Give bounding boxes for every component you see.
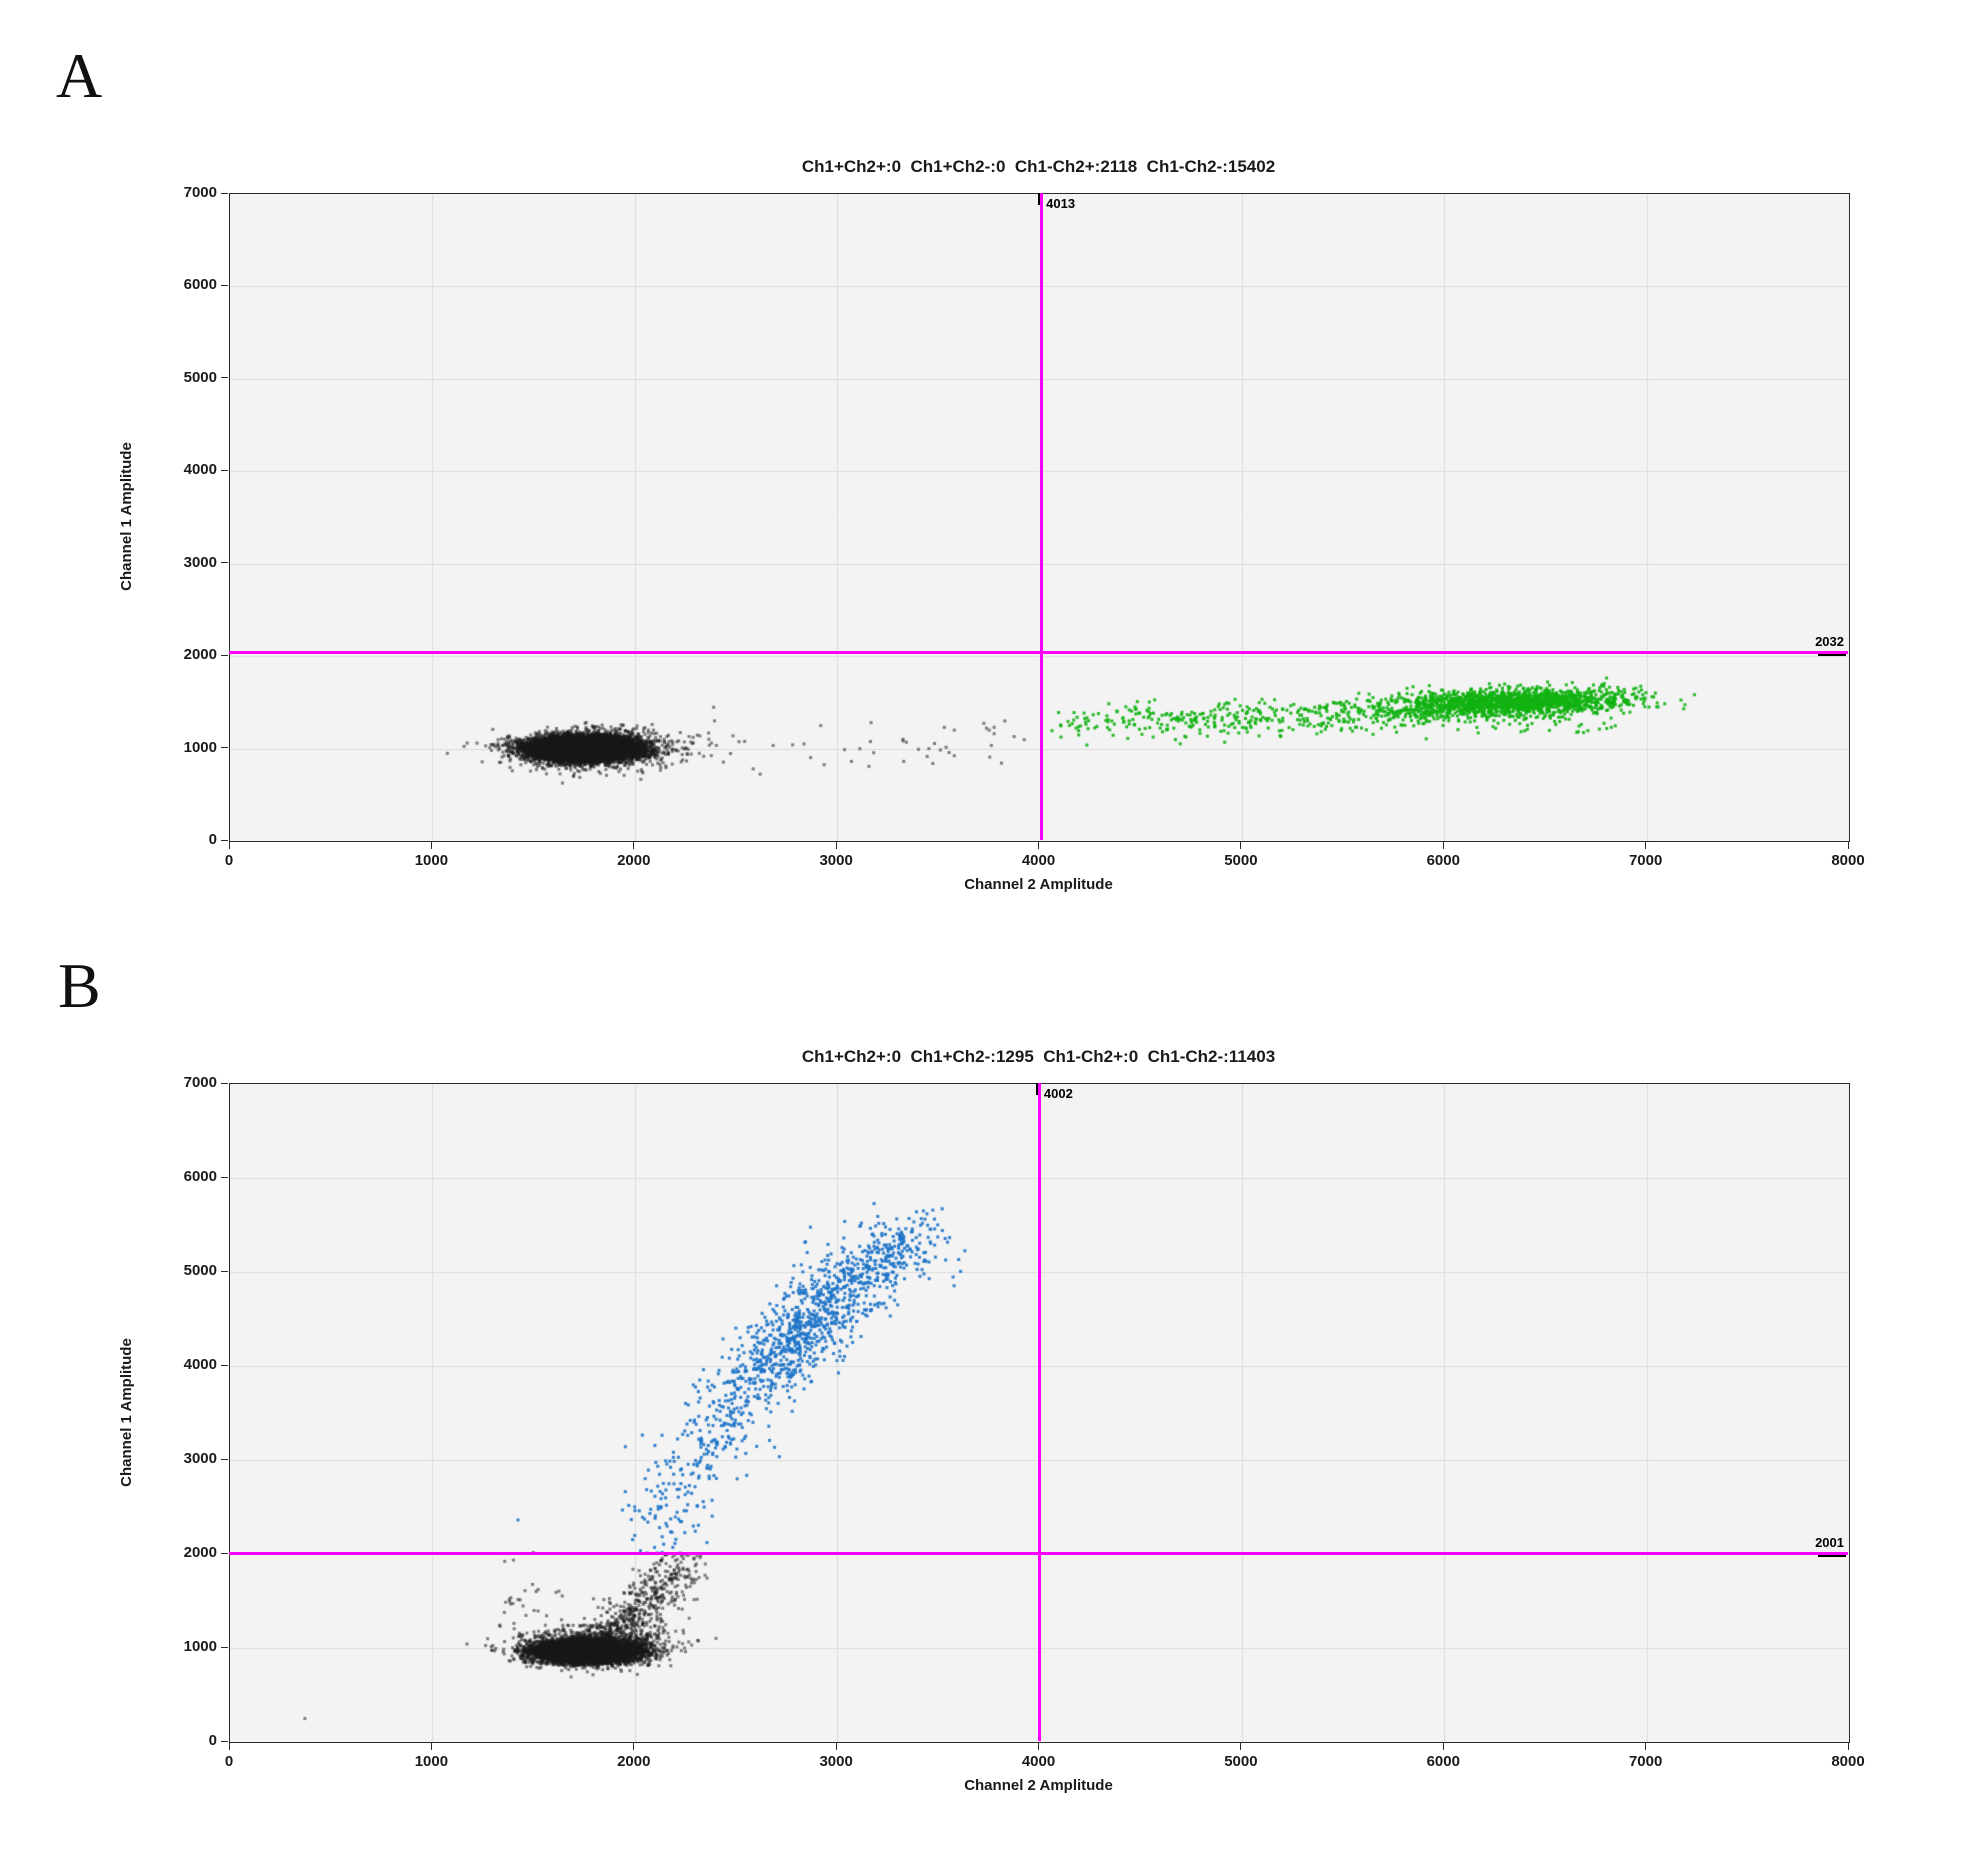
x-tick-label: 6000 bbox=[1426, 852, 1460, 869]
y-tick bbox=[221, 654, 228, 656]
chart-a-title: Ch1+Ch2+:0 Ch1+Ch2-:0 Ch1-Ch2+:2118 Ch1-… bbox=[801, 157, 1276, 176]
x-tick bbox=[1038, 1743, 1039, 1750]
y-tick bbox=[221, 1740, 228, 1742]
x-tick bbox=[1240, 842, 1242, 849]
x-tick-label: 2000 bbox=[617, 1753, 651, 1770]
y-tick bbox=[221, 747, 228, 749]
y-tick-label: 0 bbox=[208, 1732, 217, 1749]
ch1-threshold-handle[interactable] bbox=[1818, 654, 1846, 657]
y-tick-label: 5000 bbox=[183, 1262, 217, 1279]
y-tick-label: 2000 bbox=[183, 1544, 217, 1561]
y-tick bbox=[221, 1364, 228, 1366]
x-tick bbox=[430, 842, 432, 849]
ch2-threshold-value: 4013 bbox=[1046, 196, 1076, 211]
ch1-threshold-value: 2032 bbox=[1815, 634, 1844, 650]
y-tick-label: 0 bbox=[208, 831, 217, 848]
x-tick bbox=[633, 842, 635, 849]
x-tick bbox=[1847, 1743, 1849, 1750]
chart-b-title: Ch1+Ch2+:0 Ch1+Ch2-:1295 Ch1-Ch2+:0 Ch1-… bbox=[801, 1047, 1276, 1066]
y-tick-label: 7000 bbox=[183, 1074, 217, 1091]
y-tick bbox=[221, 1552, 228, 1554]
ch1-threshold-line[interactable] bbox=[229, 1551, 1848, 1555]
panel-a-letter: A bbox=[56, 40, 103, 111]
x-tick-label: 8000 bbox=[1831, 1753, 1865, 1770]
y-tick-label: 6000 bbox=[183, 276, 217, 294]
x-tick bbox=[430, 1743, 432, 1750]
x-tick bbox=[1645, 842, 1647, 849]
y-tick bbox=[221, 839, 228, 841]
x-tick bbox=[1038, 842, 1039, 849]
y-tick-label: 1000 bbox=[183, 738, 217, 756]
x-tick bbox=[633, 1743, 635, 1750]
x-tick-label: 6000 bbox=[1426, 1753, 1460, 1770]
x-tick bbox=[1645, 1743, 1647, 1750]
y-tick bbox=[221, 284, 228, 286]
x-tick-label: 0 bbox=[224, 1753, 234, 1770]
y-tick-label: 2000 bbox=[183, 646, 217, 664]
x-tick-label: 1000 bbox=[414, 852, 449, 869]
x-tick-label: 1000 bbox=[414, 1753, 449, 1770]
x-tick-label: 3000 bbox=[819, 1753, 853, 1770]
x-tick-label: 4000 bbox=[1021, 1753, 1056, 1770]
x-tick bbox=[835, 842, 837, 849]
x-tick-label: 4000 bbox=[1021, 852, 1056, 869]
y-tick-label: 3000 bbox=[183, 1450, 217, 1467]
y-tick bbox=[221, 1270, 228, 1272]
ch2-threshold-handle[interactable] bbox=[1035, 1083, 1038, 1095]
x-tick-label: 0 bbox=[224, 852, 234, 869]
x-tick-label: 2000 bbox=[617, 852, 651, 869]
x-tick bbox=[228, 1743, 230, 1750]
ch2-threshold-value: 4002 bbox=[1043, 1086, 1073, 1101]
y-tick bbox=[221, 377, 228, 379]
y-tick-label: 7000 bbox=[183, 184, 217, 201]
y-tick-label: 1000 bbox=[183, 1638, 217, 1655]
y-tick-label: 6000 bbox=[183, 1168, 217, 1185]
x-tick-label: 7000 bbox=[1628, 1753, 1663, 1770]
ch1-threshold-value: 2001 bbox=[1815, 1534, 1844, 1550]
y-tick-label: 4000 bbox=[183, 461, 217, 479]
y-tick-label: 4000 bbox=[183, 1356, 217, 1373]
x-tick bbox=[1442, 842, 1444, 849]
x-tick bbox=[1240, 1743, 1242, 1750]
y-tick-label: 3000 bbox=[183, 553, 217, 571]
ch2-threshold-line[interactable] bbox=[1037, 1083, 1041, 1741]
y-tick bbox=[221, 1082, 228, 1084]
x-tick bbox=[835, 1743, 837, 1750]
x-tick-label: 5000 bbox=[1224, 1753, 1258, 1770]
x-tick-label: 3000 bbox=[819, 852, 853, 869]
x-axis-label: Channel 2 Amplitude bbox=[964, 876, 1113, 893]
panel-b-letter: B bbox=[58, 950, 101, 1021]
y-tick bbox=[221, 192, 228, 194]
y-tick bbox=[221, 1646, 228, 1648]
x-tick-label: 7000 bbox=[1628, 852, 1663, 869]
x-tick-label: 5000 bbox=[1224, 852, 1258, 869]
x-tick-label: 8000 bbox=[1831, 852, 1865, 869]
y-axis-label: Channel 1 Amplitude bbox=[117, 442, 135, 591]
scatter-plot-area bbox=[229, 193, 1850, 842]
x-tick bbox=[228, 842, 230, 849]
ch2-threshold-handle[interactable] bbox=[1038, 193, 1041, 205]
ch2-threshold-line[interactable] bbox=[1040, 193, 1044, 840]
ch1-threshold-line[interactable] bbox=[229, 651, 1848, 655]
x-axis-label: Channel 2 Amplitude bbox=[964, 1777, 1113, 1794]
x-tick bbox=[1847, 842, 1849, 849]
y-tick bbox=[221, 469, 228, 471]
y-tick-label: 5000 bbox=[183, 368, 217, 386]
y-tick bbox=[221, 562, 228, 564]
y-tick bbox=[221, 1458, 228, 1460]
ch1-threshold-handle[interactable] bbox=[1818, 1554, 1846, 1557]
x-tick bbox=[1442, 1743, 1444, 1750]
y-axis-label: Channel 1 Amplitude bbox=[117, 1337, 135, 1487]
y-tick bbox=[221, 1176, 228, 1178]
